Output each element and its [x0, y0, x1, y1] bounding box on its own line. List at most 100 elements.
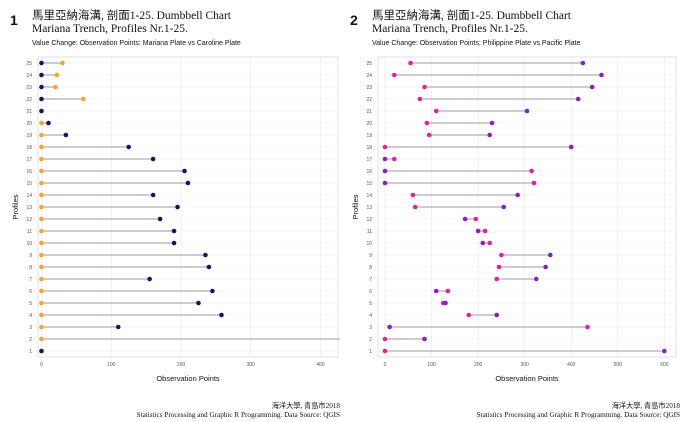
start-point	[39, 156, 44, 162]
y-tick-label: 22	[366, 97, 372, 103]
x-tick-label: 600	[660, 362, 669, 368]
end-point	[580, 60, 586, 66]
start-point	[60, 60, 65, 66]
end-point	[46, 120, 51, 126]
y-tick-label: 25	[26, 61, 32, 67]
start-point	[39, 288, 44, 294]
y-tick-label: 3	[369, 325, 372, 331]
chart-title-line2: Mariana Trench, Profiles Nr.1-25.	[32, 23, 188, 35]
x-tick-label: 200	[474, 362, 483, 368]
y-tick-label: 4	[369, 313, 372, 319]
end-point	[382, 168, 388, 174]
end-point	[150, 192, 156, 198]
start-point	[422, 84, 427, 90]
end-point	[115, 324, 121, 330]
start-point	[412, 204, 418, 210]
y-tick-label: 12	[366, 217, 372, 223]
start-point	[39, 264, 44, 270]
y-tick-label: 15	[26, 181, 32, 187]
end-point	[210, 288, 215, 294]
y-tick-label: 7	[29, 277, 32, 283]
y-tick-label: 3	[29, 325, 32, 331]
end-point	[599, 72, 604, 78]
end-point	[206, 264, 212, 270]
start-point	[39, 204, 44, 210]
end-point	[480, 240, 486, 246]
y-tick-label: 13	[26, 205, 32, 211]
footer-line1: 海洋大學, 青島市2018	[271, 402, 340, 410]
end-point	[39, 72, 44, 78]
end-point	[185, 180, 191, 186]
start-point	[531, 180, 537, 186]
start-point	[39, 312, 44, 318]
x-tick-label: 400	[316, 362, 325, 368]
y-tick-label: 22	[26, 97, 32, 103]
start-point	[39, 216, 44, 222]
chart-panel-2: 2 馬里亞納海溝, 剖面1-25. Dumbbell Chart Mariana…	[340, 0, 680, 422]
y-tick-label: 14	[26, 193, 32, 199]
start-point	[39, 120, 44, 126]
start-point	[382, 144, 388, 150]
y-tick-label: 24	[366, 73, 372, 79]
end-point	[524, 108, 530, 114]
chart-subtitle: Value Change: Observation Points: Marian…	[32, 40, 241, 47]
end-point	[171, 228, 177, 234]
y-tick-label: 10	[366, 241, 372, 247]
y-tick-label: 8	[29, 265, 32, 271]
end-point	[147, 276, 152, 282]
y-tick-label: 10	[26, 241, 32, 247]
chart-title-line2: Mariana Trench, Profiles Nr.1-25.	[372, 23, 528, 35]
y-tick-label: 5	[29, 301, 32, 307]
end-point	[39, 108, 44, 114]
panel-number: 1	[10, 12, 18, 28]
start-point	[426, 132, 432, 138]
y-tick-label: 4	[29, 313, 32, 319]
start-point	[408, 60, 413, 66]
start-point	[585, 324, 590, 330]
start-point	[53, 84, 58, 90]
end-point	[382, 156, 388, 162]
x-axis-label: Observation Points	[495, 374, 559, 383]
end-point	[182, 168, 187, 174]
end-point	[157, 216, 163, 222]
end-point	[487, 132, 493, 138]
start-point	[39, 144, 44, 150]
y-tick-label: 2	[369, 337, 372, 343]
y-tick-label: 9	[369, 253, 372, 259]
start-point	[433, 108, 439, 114]
start-point	[39, 336, 44, 342]
y-tick-label: 18	[366, 145, 372, 151]
end-point	[196, 300, 201, 306]
start-point	[39, 240, 44, 246]
x-axis-label: Observation Points	[156, 374, 220, 383]
end-point	[422, 336, 427, 342]
start-point	[417, 96, 423, 102]
end-point	[568, 144, 574, 150]
y-tick-label: 1	[369, 349, 372, 355]
y-tick-label: 25	[366, 61, 372, 67]
x-tick-label: 300	[521, 362, 530, 368]
start-point	[39, 168, 44, 174]
end-point	[39, 84, 44, 90]
end-point	[433, 288, 439, 294]
start-point	[496, 264, 502, 270]
x-tick-label: 100	[107, 362, 116, 368]
end-point	[63, 132, 69, 138]
end-point	[175, 204, 180, 210]
end-point	[39, 348, 44, 354]
x-tick-label: 300	[247, 362, 256, 368]
end-point	[126, 144, 131, 150]
end-point	[39, 60, 44, 66]
start-point	[499, 252, 504, 258]
y-axis-label: Profiles	[11, 194, 20, 219]
end-point	[589, 84, 595, 90]
y-tick-label: 23	[366, 85, 372, 91]
start-point	[391, 156, 397, 162]
start-point	[391, 72, 397, 78]
start-point	[39, 252, 44, 258]
start-point	[39, 300, 44, 306]
start-point	[39, 180, 44, 186]
end-point	[39, 96, 44, 102]
y-tick-label: 16	[26, 169, 32, 175]
end-point	[475, 228, 481, 234]
